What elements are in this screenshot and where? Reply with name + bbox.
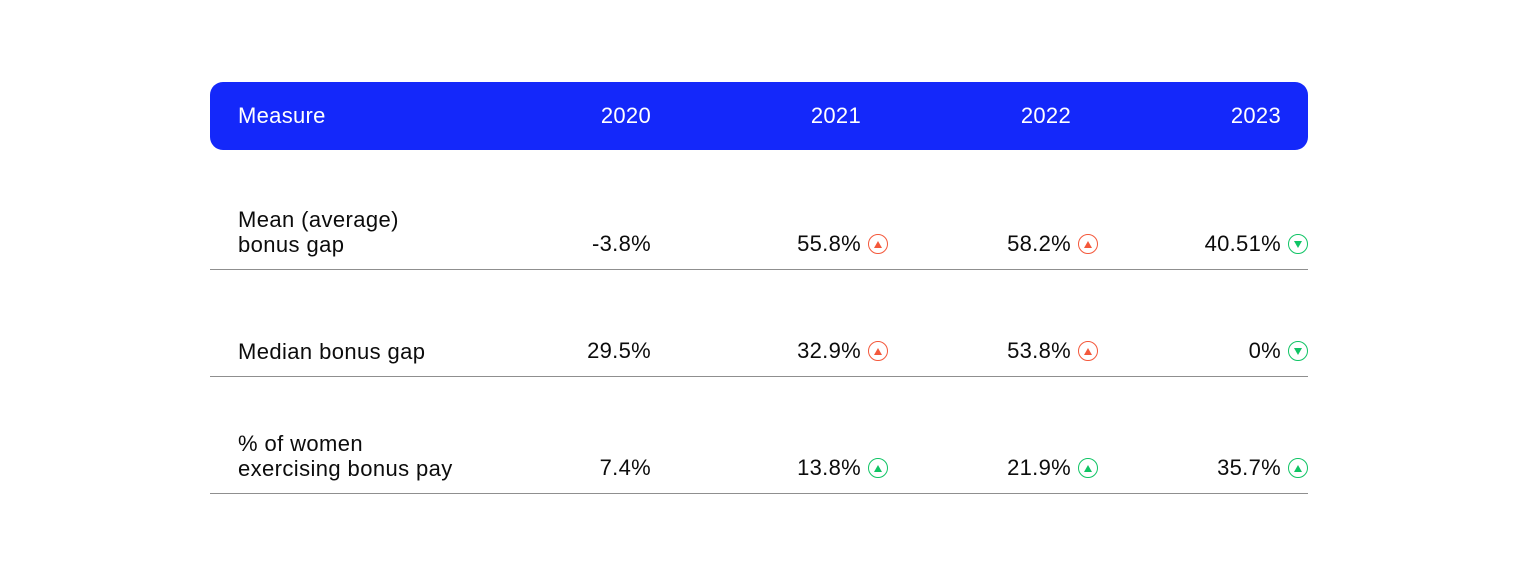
row-label: Mean (average) bonus gap [210, 207, 468, 257]
table-cell: 40.51% [1098, 231, 1308, 257]
cell-value: 55.8% [797, 231, 861, 256]
table-cell: 55.8% [678, 231, 888, 257]
trend-icon [868, 234, 888, 254]
trend-icon [1288, 341, 1308, 361]
year-column-header: 2022 [888, 103, 1098, 129]
year-column-header: 2021 [678, 103, 888, 129]
table-cell: -3.8% [468, 231, 678, 257]
year-column-header: 2020 [468, 103, 678, 129]
row-label: Median bonus gap [210, 339, 468, 364]
year-label: 2022 [1020, 103, 1071, 128]
bonus-pay-gap-table: Measure 2020 2021 2022 2023 Mean (averag… [210, 82, 1308, 494]
trend-icon [1078, 234, 1098, 254]
cell-value: 29.5% [587, 338, 651, 363]
table-cell: 35.7% [1098, 455, 1308, 481]
measure-column-header: Measure [238, 103, 326, 128]
row-label-line: Mean (average) [238, 207, 399, 232]
cell-value: -3.8% [592, 231, 651, 256]
cell-value: 35.7% [1217, 455, 1281, 480]
table-cell: 53.8% [888, 338, 1098, 364]
table-row: Mean (average) bonus gap -3.8% 55.8% 58.… [210, 150, 1308, 270]
cell-value: 21.9% [1007, 455, 1071, 480]
row-label-line: % of women [238, 431, 364, 456]
table-cell: 29.5% [468, 338, 678, 364]
table-cell: 58.2% [888, 231, 1098, 257]
table-row: % of women exercising bonus pay 7.4% 13.… [210, 377, 1308, 494]
table-cell: 13.8% [678, 455, 888, 481]
year-label: 2023 [1230, 103, 1281, 128]
table-cell: 32.9% [678, 338, 888, 364]
trend-icon [868, 341, 888, 361]
table-cell: 21.9% [888, 455, 1098, 481]
cell-value: 32.9% [797, 338, 861, 363]
cell-value: 7.4% [599, 455, 651, 480]
cell-value: 13.8% [797, 455, 861, 480]
row-label-line: exercising bonus pay [238, 456, 453, 481]
year-column-header: 2023 [1098, 103, 1308, 129]
table-header-row: Measure 2020 2021 2022 2023 [210, 82, 1308, 150]
trend-icon [1288, 458, 1308, 478]
table-row: Median bonus gap 29.5% 32.9% 53.8% 0% [210, 270, 1308, 377]
cell-value: 58.2% [1007, 231, 1071, 256]
trend-icon [1288, 234, 1308, 254]
cell-value: 0% [1248, 338, 1281, 363]
table-cell: 0% [1098, 338, 1308, 364]
row-label-line: bonus gap [238, 232, 345, 257]
row-label: % of women exercising bonus pay [210, 431, 468, 481]
row-label-line: Median bonus gap [238, 339, 426, 364]
trend-icon [1078, 458, 1098, 478]
table-cell: 7.4% [468, 455, 678, 481]
cell-value: 53.8% [1007, 338, 1071, 363]
cell-value: 40.51% [1204, 231, 1281, 256]
year-label: 2021 [810, 103, 861, 128]
trend-icon [1078, 341, 1098, 361]
year-label: 2020 [600, 103, 651, 128]
trend-icon [868, 458, 888, 478]
